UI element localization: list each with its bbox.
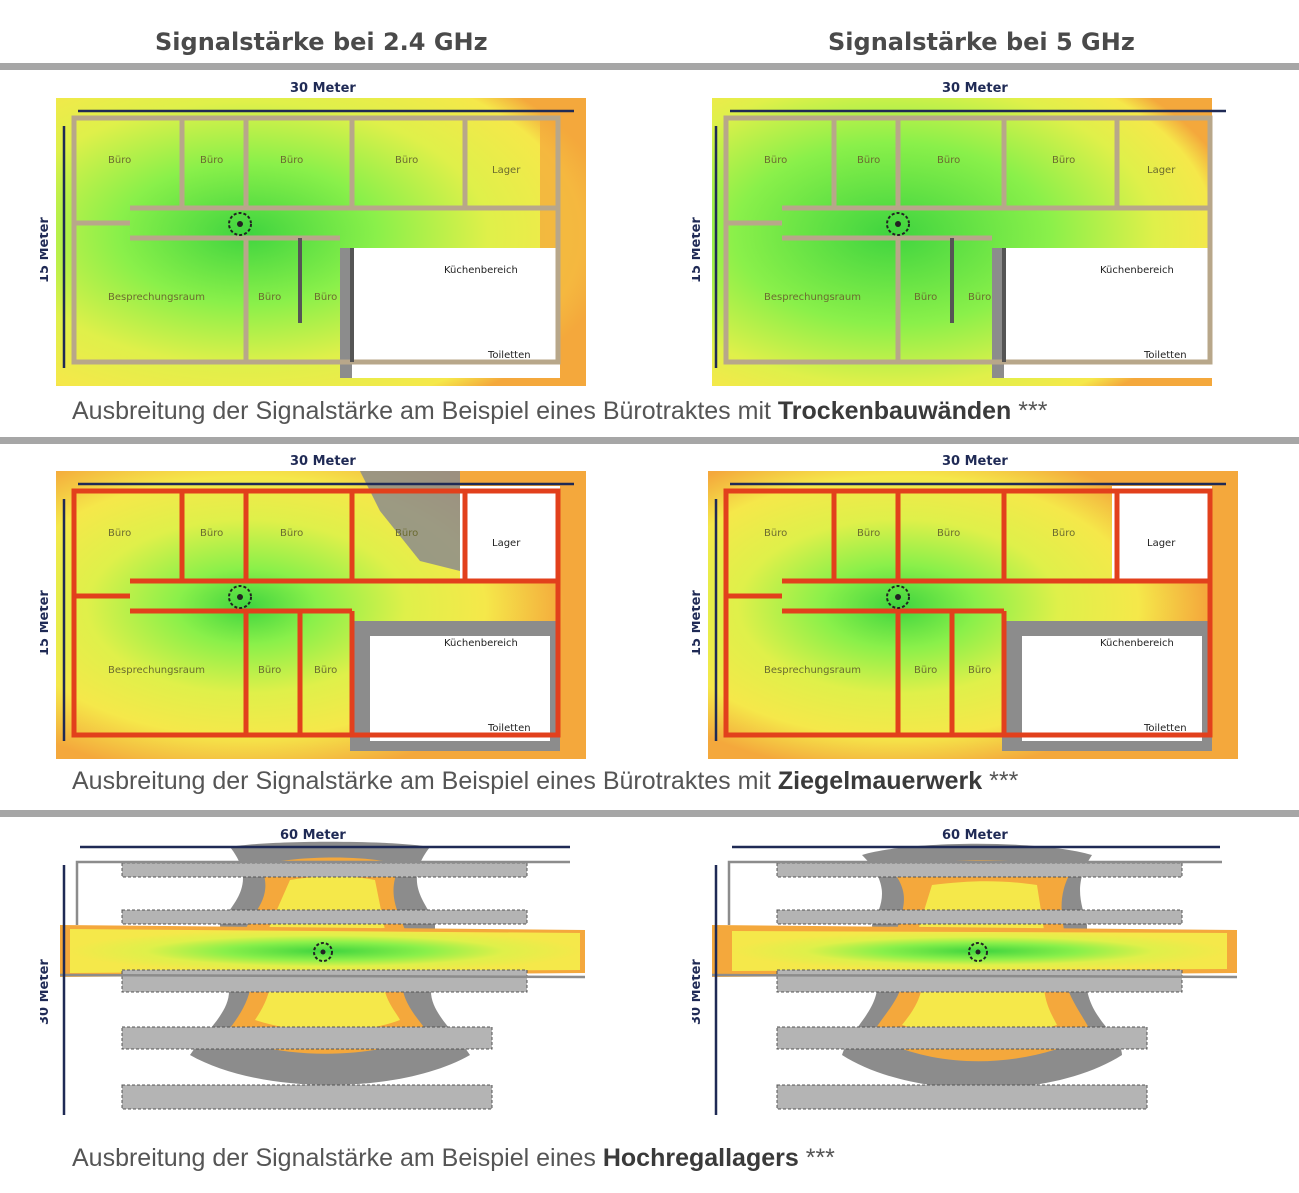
room-label: Toiletten (487, 350, 531, 361)
dim-height-label: 15 Meter (692, 590, 704, 656)
room-label: Büro (108, 528, 131, 539)
room-label: Küchenbereich (1100, 265, 1174, 276)
room-label: Büro (1052, 528, 1075, 539)
access-point-icon (228, 585, 252, 609)
dim-height-label: 15 Meter (692, 217, 704, 283)
access-point-icon (886, 585, 910, 609)
caption-text: Ausbreitung der Signalstärke am Beispiel… (72, 1144, 603, 1172)
header-2-4ghz: Signalstärke bei 2.4 GHz (155, 28, 488, 56)
room-label: Büro (108, 155, 131, 166)
caption-suffix: *** (1011, 397, 1048, 425)
access-point-icon (886, 212, 910, 236)
caption-bold: Ziegelmauerwerk (777, 767, 983, 795)
heatmap-brick-5ghz: 30 Meter 15 Meter Büro Büro Büro Büro La… (692, 454, 1238, 759)
room-label: Besprechungsraum (108, 665, 205, 676)
caption-bold: Trockenbauwänden (777, 397, 1012, 425)
caption-text: Ausbreitung der Signalstärke am Beispiel… (72, 397, 778, 425)
room-label: Toiletten (1143, 723, 1187, 734)
dim-height-label: 15 Meter (40, 590, 52, 656)
caption-drywall: Ausbreitung der Signalstärke am Beispiel… (72, 397, 1047, 426)
access-point-icon (313, 942, 333, 962)
room-label: Lager (1147, 165, 1176, 176)
caption-text: Ausbreitung der Signalstärke am Beispiel… (72, 767, 778, 795)
room-label: Büro (857, 155, 880, 166)
room-label: Büro (968, 665, 991, 676)
dim-width-label: 60 Meter (942, 828, 1008, 843)
room-label: Toiletten (487, 723, 531, 734)
room-label: Büro (914, 292, 937, 303)
heatmap-brick-2-4ghz: 30 Meter 15 Meter Büro Büro Büro Büro La… (40, 454, 586, 759)
separator-top (0, 63, 1299, 70)
room-label: Küchenbereich (1100, 638, 1174, 649)
room-label: Küchenbereich (444, 638, 518, 649)
room-label: Büro (258, 665, 281, 676)
room-label: Besprechungsraum (764, 665, 861, 676)
caption-brick: Ausbreitung der Signalstärke am Beispiel… (72, 767, 1018, 796)
room-label: Büro (314, 665, 337, 676)
dim-width-label: 60 Meter (280, 828, 346, 843)
header-5ghz: Signalstärke bei 5 GHz (828, 28, 1135, 56)
room-label: Besprechungsraum (108, 292, 205, 303)
room-label: Büro (914, 665, 937, 676)
room-label: Büro (937, 155, 960, 166)
heatmap-warehouse-2-4ghz: 60 Meter 30 Meter (40, 828, 586, 1115)
dim-height-label: 30 Meter (692, 959, 704, 1025)
dim-height-label: 30 Meter (40, 959, 52, 1025)
room-label: Küchenbereich (444, 265, 518, 276)
caption-suffix: *** (798, 1144, 835, 1172)
dim-width-label: 30 Meter (942, 81, 1008, 96)
dim-width-label: 30 Meter (290, 454, 356, 469)
room-label: Büro (764, 528, 787, 539)
dim-width-label: 30 Meter (942, 454, 1008, 469)
room-label: Büro (395, 528, 418, 539)
room-label: Büro (200, 155, 223, 166)
separator-bottom (0, 810, 1299, 817)
room-label: Büro (1052, 155, 1075, 166)
room-label: Büro (937, 528, 960, 539)
heatmap-drywall-5ghz: 30 Meter 15 Meter Büro Büro Büro Büro La… (692, 81, 1226, 386)
room-label: Büro (968, 292, 991, 303)
room-label: Büro (200, 528, 223, 539)
room-label: Toiletten (1143, 350, 1187, 361)
room-label: Besprechungsraum (764, 292, 861, 303)
room-label: Büro (764, 155, 787, 166)
caption-bold: Hochregallagers (602, 1144, 799, 1172)
access-point-icon (968, 942, 988, 962)
room-label: Lager (492, 538, 521, 549)
room-label: Büro (314, 292, 337, 303)
heatmap-drywall-2-4ghz: 30 Meter 15 Meter Büro Büro Büro Büro La… (40, 81, 586, 386)
separator-middle (0, 437, 1299, 444)
room-label: Büro (280, 528, 303, 539)
room-label: Lager (492, 165, 521, 176)
room-label: Büro (395, 155, 418, 166)
room-label: Lager (1147, 538, 1176, 549)
room-label: Büro (280, 155, 303, 166)
caption-warehouse: Ausbreitung der Signalstärke am Beispiel… (72, 1144, 835, 1173)
dim-height-label: 15 Meter (40, 217, 52, 283)
heatmap-warehouse-5ghz: 60 Meter 30 Meter (692, 828, 1238, 1115)
dim-width-label: 30 Meter (290, 81, 356, 96)
room-label: Büro (258, 292, 281, 303)
access-point-icon (228, 212, 252, 236)
caption-suffix: *** (982, 767, 1019, 795)
room-label: Büro (857, 528, 880, 539)
